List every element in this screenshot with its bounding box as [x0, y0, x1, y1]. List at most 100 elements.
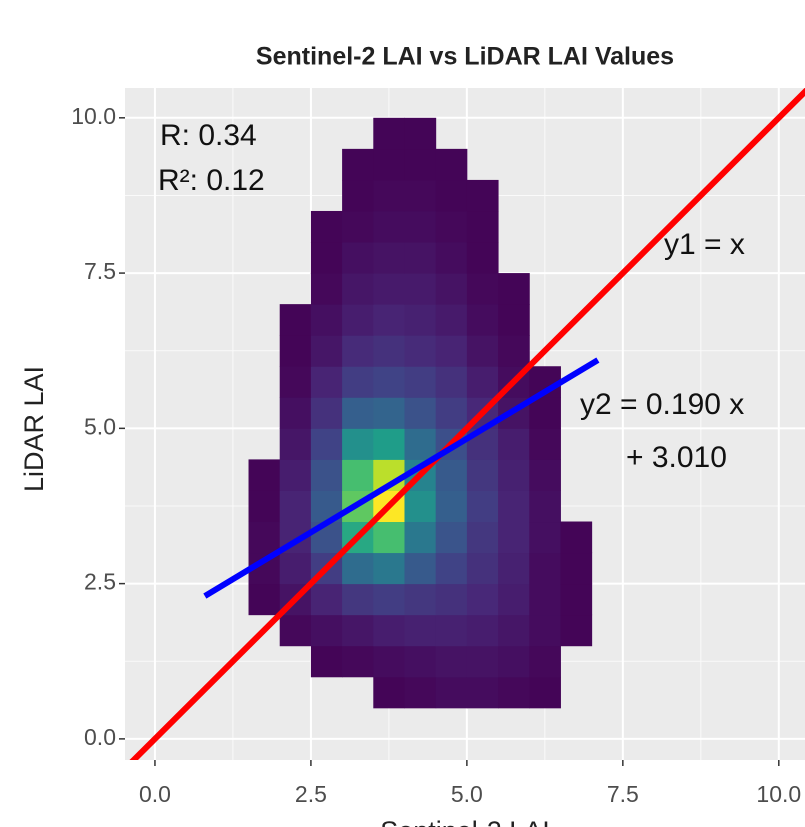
- density-cell: [466, 552, 499, 585]
- density-cell: [435, 242, 468, 274]
- density-cell: [248, 583, 281, 616]
- annotation: y1 = x: [664, 228, 745, 261]
- density-cell: [373, 242, 405, 274]
- density-cell: [498, 676, 530, 709]
- density-cell: [342, 552, 374, 585]
- fit-line: [129, 88, 805, 760]
- density-cell: [529, 459, 561, 491]
- density-cell: [529, 614, 561, 647]
- density-cell: [310, 397, 343, 429]
- density-cell: [498, 614, 530, 647]
- density-cells: [248, 117, 593, 709]
- y-tick-label: 7.5: [84, 258, 116, 284]
- density-cell: [466, 583, 499, 616]
- density-cell: [404, 397, 437, 429]
- density-cell: [529, 521, 561, 554]
- density-cell: [342, 397, 374, 429]
- density-cell: [279, 490, 312, 523]
- x-tick-label: 7.5: [607, 781, 639, 807]
- density-cell: [342, 179, 374, 212]
- density-cell: [404, 614, 437, 647]
- density-cell: [342, 210, 374, 243]
- density-cell: [404, 645, 437, 678]
- y-tick-label: 5.0: [84, 413, 116, 439]
- density-cell: [404, 428, 437, 460]
- density-cell: [310, 614, 343, 647]
- density-cell: [466, 459, 499, 491]
- density-cell: [373, 645, 405, 678]
- annotation: R: 0.34: [160, 119, 257, 152]
- density-cell: [404, 490, 437, 523]
- density-cell: [279, 459, 312, 491]
- density-cell: [404, 179, 437, 212]
- density-cell: [310, 645, 343, 678]
- y-axis-label: LiDAR LAI: [19, 366, 49, 492]
- density-cell: [435, 490, 468, 523]
- density-cell: [373, 210, 405, 243]
- density-cell: [404, 366, 437, 398]
- density-cell: [435, 179, 468, 212]
- density-cell: [404, 583, 437, 616]
- density-cell: [466, 242, 499, 274]
- density-cell: [529, 676, 561, 709]
- density-cell: [435, 459, 468, 491]
- density-cell: [404, 335, 437, 367]
- density-cell: [310, 459, 343, 491]
- density-cell: [373, 676, 405, 709]
- density-cell: [466, 490, 499, 523]
- density-cell: [466, 521, 499, 554]
- density-cell: [248, 521, 281, 554]
- density-cell: [498, 645, 530, 678]
- density-cell: [435, 645, 468, 678]
- density-cell: [466, 645, 499, 678]
- x-axis-label: Sentinel-2 LAI: [380, 816, 550, 827]
- density-cell: [435, 210, 468, 243]
- x-tick-label: 10.0: [756, 781, 801, 807]
- annotation: y2 = 0.190 x: [580, 388, 744, 421]
- density-cell: [373, 614, 405, 647]
- density-cell: [310, 335, 343, 367]
- density-cell: [404, 210, 437, 243]
- density-cell: [529, 645, 561, 678]
- density-cell: [529, 428, 561, 460]
- density-cell: [342, 428, 374, 460]
- density-cell: [310, 210, 343, 243]
- density-cell: [279, 552, 312, 585]
- density-cell: [560, 583, 593, 616]
- density-cell: [342, 614, 374, 647]
- density-cell: [342, 459, 374, 491]
- density-cell: [560, 552, 593, 585]
- density-cell: [498, 428, 530, 460]
- lines: [129, 88, 805, 760]
- x-tick-label: 2.5: [295, 781, 327, 807]
- density-cell: [435, 521, 468, 554]
- density-cell: [373, 366, 405, 398]
- annotation: + 3.010: [626, 441, 727, 474]
- density-cell: [435, 366, 468, 398]
- density-cell: [498, 335, 530, 367]
- density-cell: [498, 490, 530, 523]
- density-cell: [435, 676, 468, 709]
- density-cell: [529, 583, 561, 616]
- y-tick-label: 10.0: [71, 103, 116, 129]
- density-cell: [342, 304, 374, 336]
- density-cell: [342, 148, 374, 181]
- density-cell: [560, 521, 593, 554]
- density-cell: [529, 490, 561, 523]
- density-cell: [498, 521, 530, 554]
- density-cell: [435, 583, 468, 616]
- density-cell: [498, 304, 530, 336]
- density-cell: [342, 645, 374, 678]
- density-cell: [342, 335, 374, 367]
- density-cell: [404, 148, 437, 181]
- density-cell: [435, 614, 468, 647]
- density-cell: [435, 304, 468, 336]
- density-cell: [279, 304, 312, 336]
- density-cell: [279, 366, 312, 398]
- density-cell: [373, 428, 405, 460]
- density-cell: [279, 335, 312, 367]
- density-cell: [466, 179, 499, 212]
- density-cell: [373, 335, 405, 367]
- density-cell: [373, 304, 405, 336]
